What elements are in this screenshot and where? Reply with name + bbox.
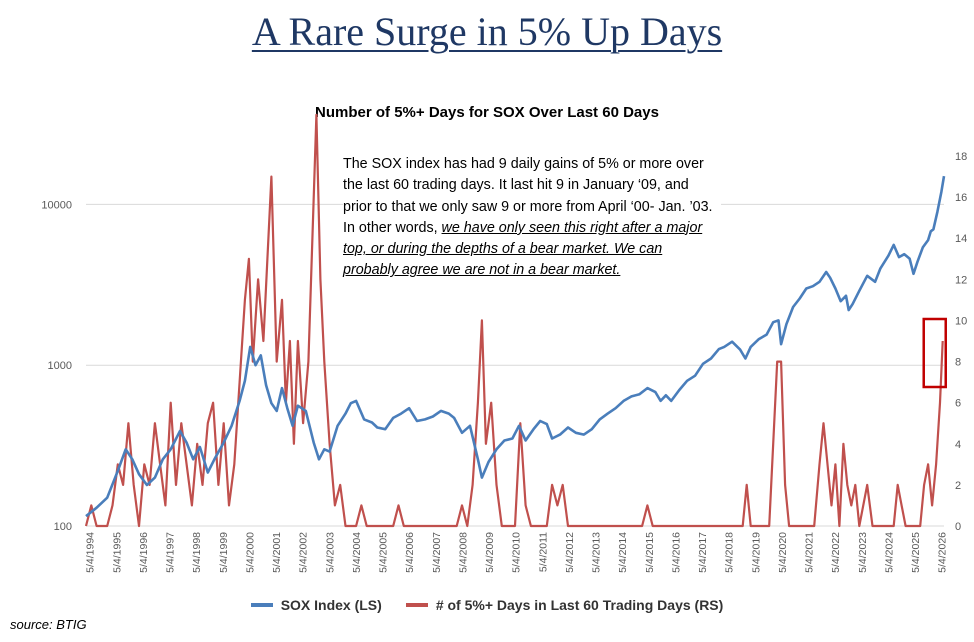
legend-swatch-sox xyxy=(250,603,273,607)
legend-label-sox: SOX Index (LS) xyxy=(280,597,382,613)
annotation-text: The SOX index has had 9 daily gains of 5… xyxy=(343,156,713,236)
x-tick-label: 5/4/2016 xyxy=(670,532,682,573)
annotation-box: The SOX index has had 9 daily gains of 5… xyxy=(343,154,721,282)
y-left-tick-label: 100 xyxy=(54,521,72,533)
x-tick-label: 5/4/2005 xyxy=(378,532,390,573)
highlight-box xyxy=(922,317,947,389)
legend-label-count: # of 5%+ Days in Last 60 Trading Days (R… xyxy=(435,597,724,613)
y-right-tick-label: 0 xyxy=(955,521,961,533)
x-tick-label: 5/4/2013 xyxy=(591,532,603,573)
x-tick-label: 5/4/2011 xyxy=(537,532,549,572)
x-tick-label: 5/4/2021 xyxy=(804,532,816,573)
y-right-tick-label: 4 xyxy=(955,439,961,451)
x-tick-label: 5/4/2022 xyxy=(830,532,842,573)
legend-item-sox: SOX Index (LS) xyxy=(250,597,382,613)
x-axis-tick-labels: 5/4/1994 5/4/1995 5/4/1996 5/4/1997 5/4/1998… xyxy=(85,532,949,573)
y-right-tick-label: 18 xyxy=(955,151,967,163)
y-right-tick-label: 2 xyxy=(955,480,961,492)
x-tick-label: 5/4/2023 xyxy=(857,532,869,573)
x-tick-label: 5/4/1996 xyxy=(138,532,150,573)
y-right-tick-label: 8 xyxy=(955,357,961,369)
annotation-emphasis: we have only seen this right after a maj… xyxy=(343,219,703,279)
x-tick-label: 5/4/2003 xyxy=(324,532,336,573)
highlight-layer xyxy=(922,317,947,389)
x-tick-label: 5/4/2020 xyxy=(777,532,789,573)
x-tick-label: 5/4/2018 xyxy=(724,532,736,573)
x-tick-label: 5/4/2002 xyxy=(298,532,310,573)
x-tick-label: 5/4/2024 xyxy=(883,532,895,573)
x-tick-label: 5/4/2009 xyxy=(484,532,496,573)
x-tick-label: 5/4/2012 xyxy=(564,532,576,573)
right-axis-tick-labels: 0 2 4 6 8 10 12 14 16 18 xyxy=(955,151,967,533)
x-tick-label: 5/4/1994 xyxy=(85,532,97,573)
x-tick-label: 5/4/2015 xyxy=(644,532,656,573)
x-tick-label: 5/4/1997 xyxy=(165,532,177,573)
legend-item-count: # of 5%+ Days in Last 60 Trading Days (R… xyxy=(405,597,724,613)
legend: SOX Index (LS) # of 5%+ Days in Last 60 … xyxy=(0,597,974,613)
x-tick-label: 5/4/2010 xyxy=(511,532,523,573)
x-tick-label: 5/4/2006 xyxy=(404,532,416,573)
series-line-5pct-days xyxy=(84,113,944,528)
left-axis-tick-labels: 100 1000 10000 xyxy=(41,199,72,533)
x-tick-label: 5/4/2014 xyxy=(617,532,629,573)
y-right-tick-label: 6 xyxy=(955,398,961,410)
y-right-tick-label: 12 xyxy=(955,274,967,286)
y-right-tick-label: 10 xyxy=(955,315,967,327)
x-tick-label: 5/4/2007 xyxy=(431,532,443,573)
x-tick-label: 5/4/2000 xyxy=(244,532,256,573)
y-right-tick-label: 16 xyxy=(955,192,967,204)
x-tick-label: 5/4/2004 xyxy=(351,532,363,573)
x-tick-label: 5/4/2008 xyxy=(457,532,469,573)
x-tick-label: 5/4/1999 xyxy=(218,532,230,573)
source-note: source: BTIG xyxy=(10,617,87,632)
legend-swatch-count xyxy=(405,603,428,607)
x-tick-label: 5/4/2017 xyxy=(697,532,709,573)
x-tick-label: 5/4/2026 xyxy=(937,532,949,573)
series-line-sox-index xyxy=(85,175,946,518)
x-tick-label: 5/4/2019 xyxy=(750,532,762,573)
slide-title: A Rare Surge in 5% Up Days xyxy=(251,9,723,54)
y-right-tick-label: 14 xyxy=(955,233,967,245)
x-tick-label: 5/4/2001 xyxy=(271,532,283,573)
y-left-tick-label: 10000 xyxy=(41,199,72,211)
x-tick-label: 5/4/2025 xyxy=(910,532,922,573)
chart-title: Number of 5%+ Days for SOX Over Last 60 … xyxy=(315,104,659,121)
x-tick-label: 5/4/1995 xyxy=(111,532,123,573)
series-layer xyxy=(84,113,946,528)
x-tick-label: 5/4/1998 xyxy=(191,532,203,573)
y-left-tick-label: 1000 xyxy=(48,360,72,372)
